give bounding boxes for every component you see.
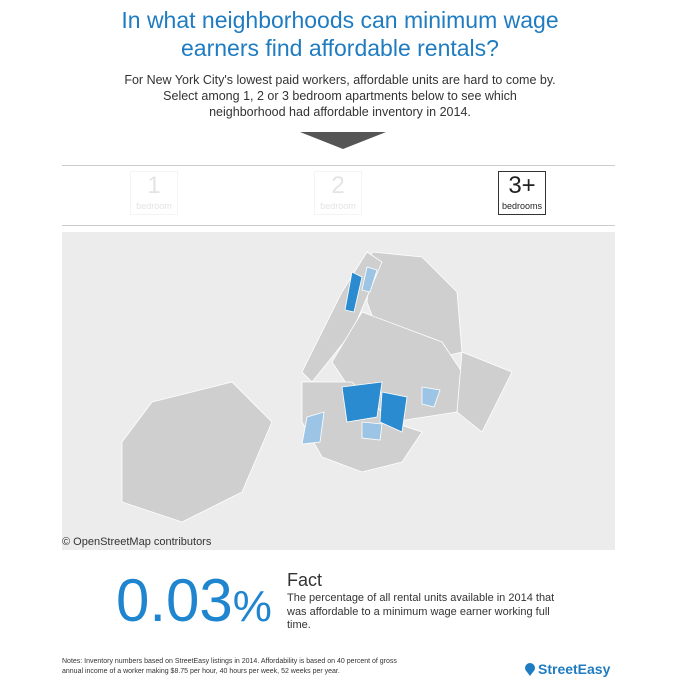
subtitle-line: For New York City's lowest paid workers,… [124,73,556,87]
logo[interactable]: StreetEasy [538,661,611,677]
bedroom-button[interactable]: 3+ bedrooms [498,171,546,215]
map [62,232,615,550]
logo-icon [525,663,535,676]
button-label: bedrooms [501,201,543,211]
bedroom-button[interactable]: 1 bedroom [130,171,178,215]
subtitle-line: Select among 1, 2 or 3 bedroom apartment… [163,89,517,103]
map-attribution: © OpenStreetMap contributors [62,536,212,548]
arrow [300,132,386,149]
fact-line: time. [287,619,311,631]
fact-line: was affordable to a minimum wage earner … [287,605,550,618]
title: In what neighborhoods can minimum wage ea… [0,6,680,62]
subtitle-line: neighborhood had affordable inventory in… [209,105,471,119]
notes: Notes: Inventory numbers based on Street… [62,657,397,677]
fact-number: 0.03 [116,567,233,634]
fact-line: The percentage of all rental units avail… [287,592,555,604]
button-number: 2 [331,172,345,199]
subtitle: For New York City's lowest paid workers,… [0,72,680,120]
button-label: bedroom [136,201,172,211]
fact-text: The percentage of all rental units avail… [287,592,554,633]
fact-heading: Fact [287,570,323,590]
fact-unit: % [232,582,272,631]
title-line: In what neighborhoods can minimum wage [121,7,559,33]
title-line: earners find affordable rentals? [181,35,499,61]
bedroom-button[interactable]: 2 bedroom [314,171,362,215]
note-line: Notes: Inventory numbers based on Street… [62,658,397,665]
button-label: bedroom [320,201,356,211]
button-number: 3+ [508,172,536,199]
button-number: 1 [147,172,161,199]
note-line: annual income of a worker making $8.75 p… [62,668,340,675]
fact-value: 0.03% [116,566,272,642]
divider [62,225,615,226]
divider [62,165,615,166]
